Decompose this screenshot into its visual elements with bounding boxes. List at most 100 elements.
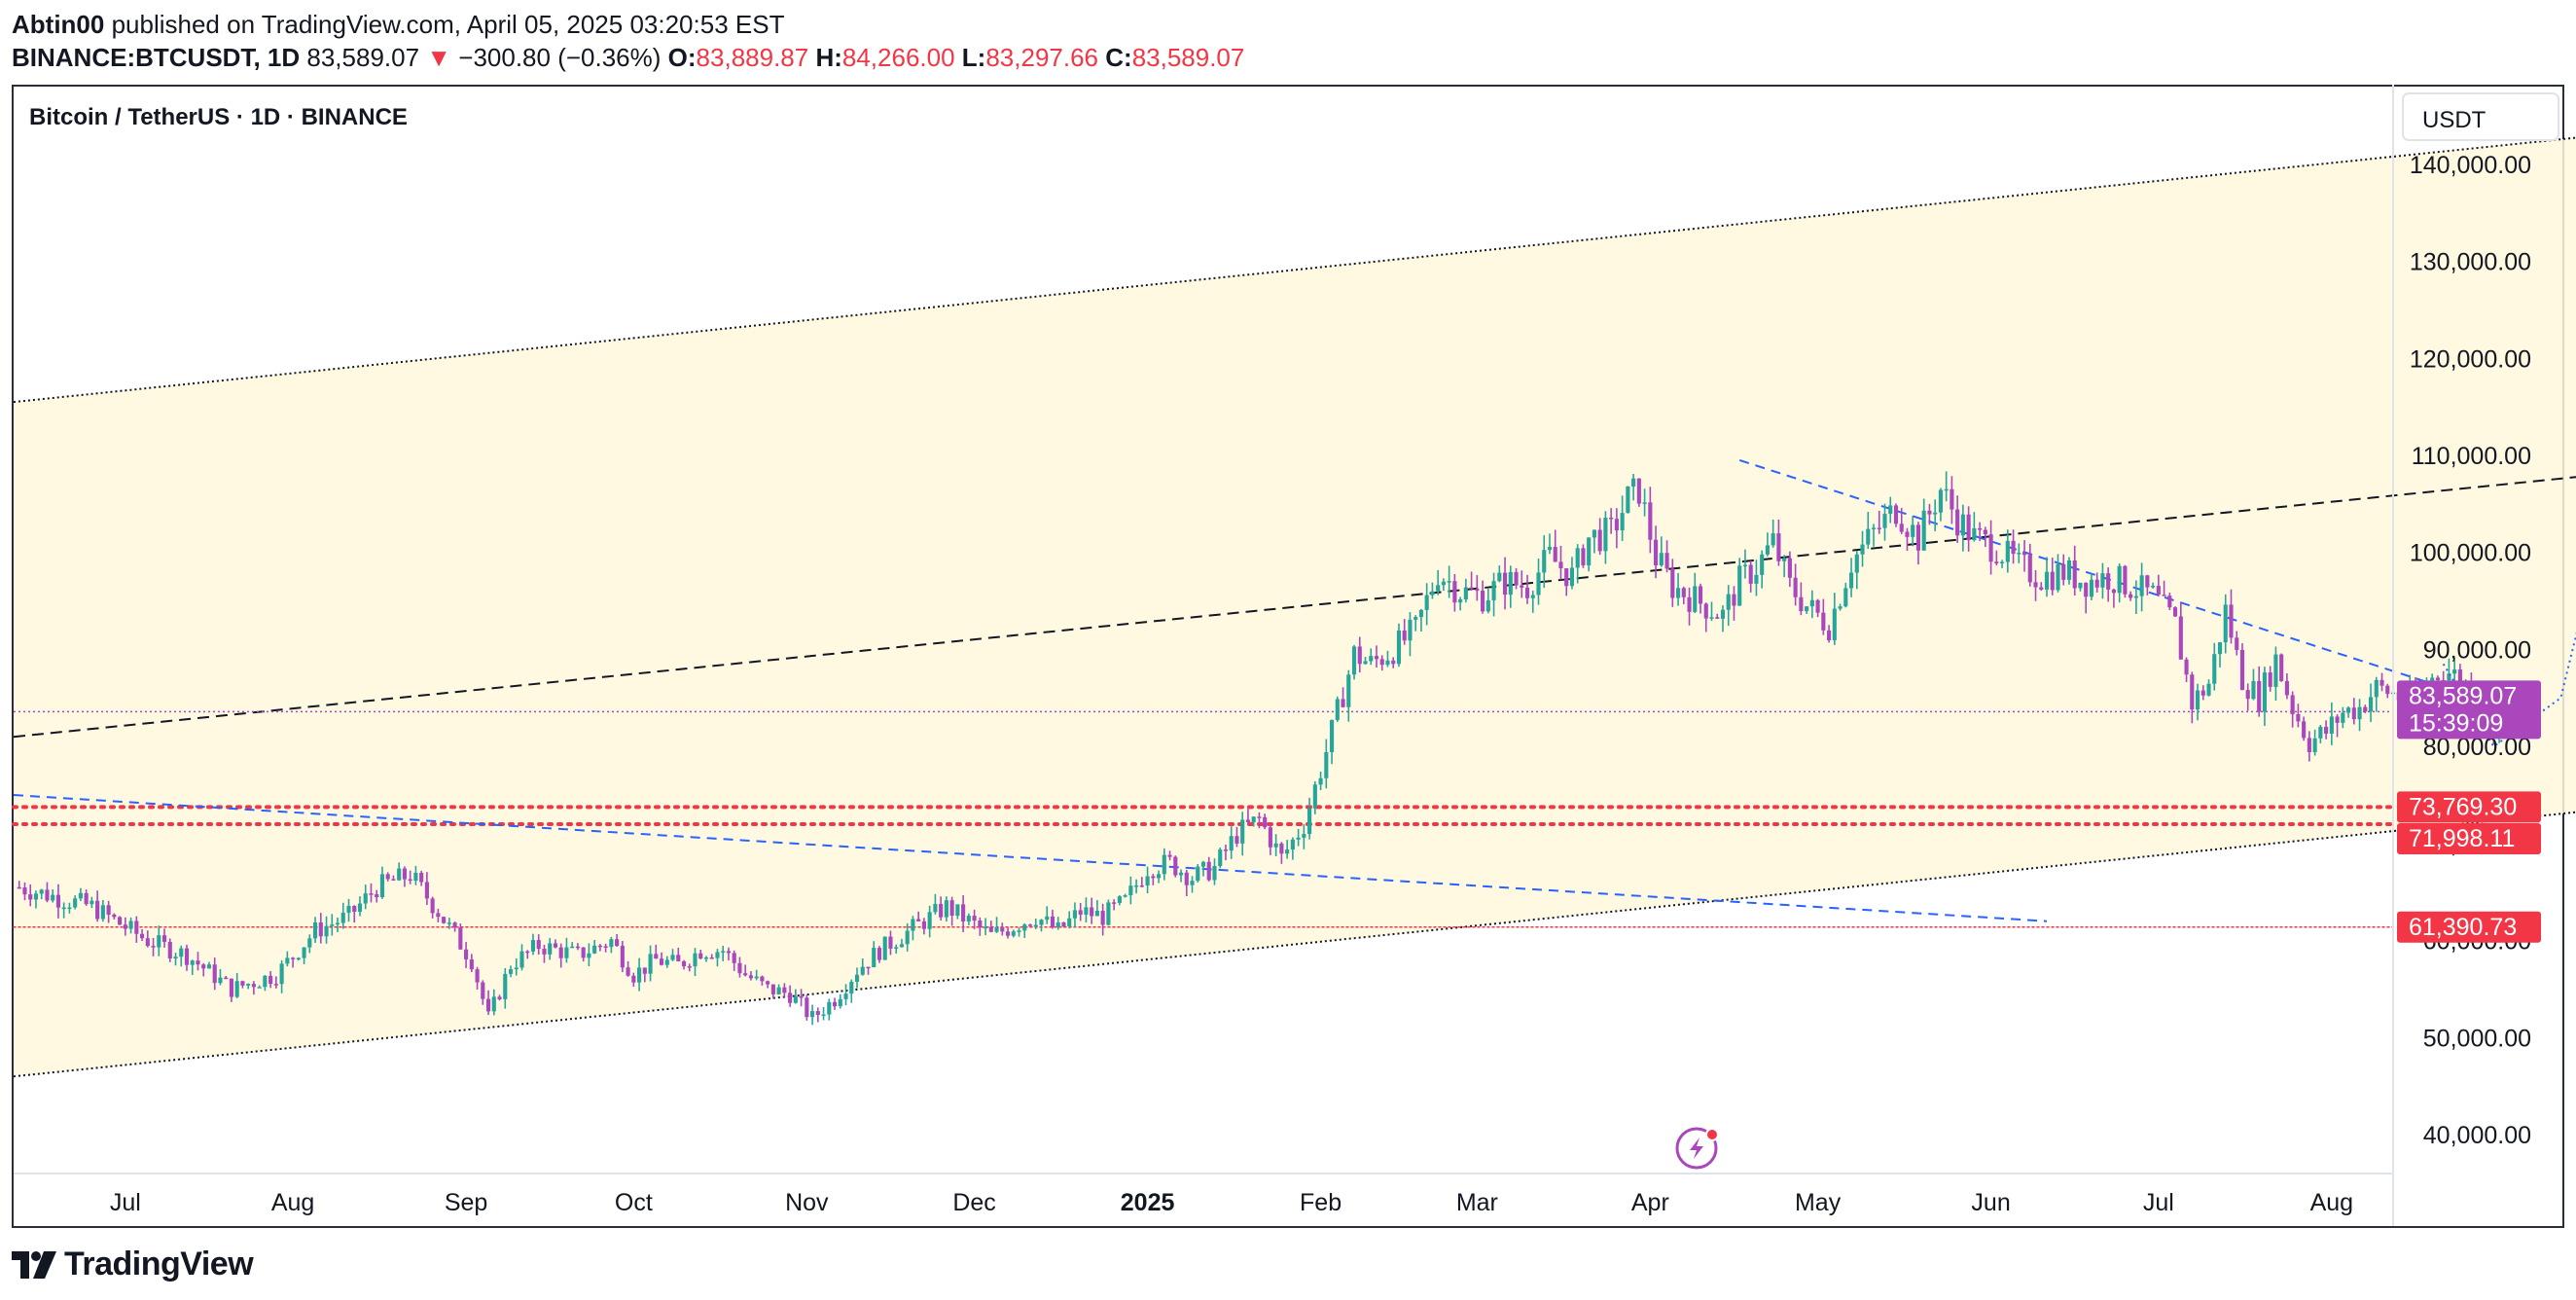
candle[interactable] [2239,643,2245,691]
candle[interactable] [1614,508,1619,549]
candle[interactable] [2167,593,2172,611]
candle[interactable] [743,964,748,977]
candle[interactable] [95,890,100,922]
candle[interactable] [2223,594,2228,654]
candle[interactable] [2044,557,2050,597]
candle[interactable] [1061,921,1066,928]
candle[interactable] [1240,812,1245,856]
candle[interactable] [1285,840,1290,859]
candle[interactable] [1385,650,1390,668]
candle[interactable] [1117,895,1122,906]
candle[interactable] [296,957,301,961]
candle[interactable] [609,936,614,954]
lower-trendline[interactable] [13,794,2048,922]
candle[interactable] [587,943,591,966]
candle[interactable] [1787,551,1792,588]
candle[interactable] [173,953,178,966]
candle[interactable] [2229,589,2234,644]
candle[interactable] [112,913,117,920]
candle[interactable] [1681,586,1686,605]
candle[interactable] [1799,582,1804,616]
candle[interactable] [1329,719,1335,765]
candle[interactable] [1312,780,1317,814]
candle[interactable] [2351,698,2356,725]
candle[interactable] [375,889,379,903]
candle[interactable] [1307,797,1312,840]
candle[interactable] [469,954,474,973]
candle[interactable] [2184,657,2189,683]
candle[interactable] [581,947,586,962]
candle[interactable] [2078,582,2083,592]
candle[interactable] [681,959,687,970]
candle[interactable] [73,895,78,910]
candle[interactable] [911,916,915,941]
candle[interactable] [1620,495,1625,541]
candle[interactable] [1402,619,1407,645]
candle[interactable] [1771,520,1775,548]
candle[interactable] [558,943,563,968]
candle[interactable] [1609,508,1614,534]
candle[interactable] [1950,476,1954,524]
candle[interactable] [1251,815,1256,827]
candle[interactable] [2151,582,2156,589]
candle[interactable] [703,956,709,962]
candle[interactable] [263,974,268,992]
candle[interactable] [754,969,759,981]
candle[interactable] [664,956,669,968]
candle[interactable] [1524,574,1530,604]
candle[interactable] [519,944,524,971]
candle[interactable] [2447,658,2451,683]
candle[interactable] [28,884,33,907]
candle[interactable] [1078,902,1083,921]
candle[interactable] [1809,590,1814,619]
candle[interactable] [1123,893,1127,898]
candle[interactable] [17,881,21,889]
candle[interactable] [1005,927,1011,939]
candle[interactable] [1921,498,1926,551]
candle[interactable] [190,959,195,975]
candle[interactable] [1654,525,1659,579]
candle[interactable] [1090,897,1094,924]
candle[interactable] [1184,870,1189,897]
candle[interactable] [22,882,27,901]
candle[interactable] [1357,636,1362,673]
candle[interactable] [1145,866,1150,894]
author-name[interactable]: Abtin00 [12,10,105,39]
candle[interactable] [2106,567,2111,602]
candle[interactable] [452,921,457,932]
candle[interactable] [2251,668,2256,701]
candle[interactable] [1888,496,1893,524]
candle[interactable] [2000,560,2005,568]
candle[interactable] [905,922,910,952]
candle[interactable] [1296,828,1301,847]
candle[interactable] [157,925,161,957]
candle[interactable] [1094,899,1099,917]
candle[interactable] [2329,702,2334,745]
candle[interactable] [899,938,905,948]
candle[interactable] [782,983,787,998]
candle[interactable] [961,895,966,933]
candle[interactable] [408,870,412,885]
candle[interactable] [2279,653,2284,682]
candle[interactable] [1514,567,1519,590]
candle[interactable] [1268,823,1272,855]
candle[interactable] [2335,714,2340,738]
candle[interactable] [1017,927,1021,937]
candle[interactable] [436,908,441,922]
candle[interactable] [1408,612,1413,657]
candle[interactable] [1911,516,1915,547]
candle[interactable] [1838,603,1843,611]
candle[interactable] [1805,605,1809,614]
candle[interactable] [2089,573,2094,600]
candle[interactable] [1441,578,1446,592]
candle[interactable] [1827,625,1832,643]
candle[interactable] [1703,602,1708,632]
candle[interactable] [1011,929,1016,938]
candle[interactable] [709,954,714,959]
candle[interactable] [1732,586,1736,621]
candle[interactable] [944,896,948,922]
candle[interactable] [1575,544,1580,584]
candle[interactable] [1436,569,1441,596]
candle[interactable] [369,883,374,903]
candle[interactable] [693,948,698,977]
